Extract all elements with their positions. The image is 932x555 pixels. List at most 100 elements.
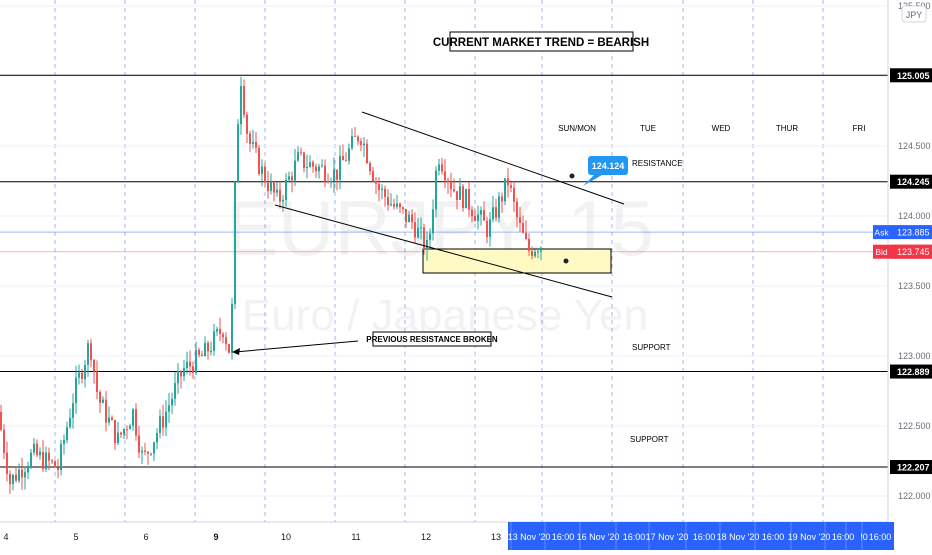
support-label: SUPPORT <box>632 343 671 352</box>
weekday-label: THUR <box>776 124 798 133</box>
level-price-tag: 122.889 <box>890 364 932 379</box>
candle <box>75 365 77 414</box>
candle <box>360 137 362 152</box>
candle-body <box>450 181 452 190</box>
x-time-label: 17 Nov '20 <box>646 532 689 542</box>
candle-body <box>435 170 437 210</box>
candle-body <box>180 371 182 377</box>
candle <box>282 195 284 212</box>
candle <box>222 332 224 344</box>
candle <box>477 205 479 230</box>
candle <box>186 351 188 375</box>
candle <box>324 159 326 188</box>
candle-body <box>306 166 308 169</box>
y-tick-label: 123.500 <box>898 281 931 291</box>
candle <box>369 161 371 176</box>
price-callout-box <box>588 156 628 175</box>
candle <box>141 446 143 465</box>
support-label: SUPPORT <box>630 435 669 444</box>
bid-tag-label-box <box>873 244 890 259</box>
candle <box>321 159 323 168</box>
candle-body <box>165 411 167 428</box>
candle <box>39 447 41 460</box>
candle-body <box>147 451 149 454</box>
candle-body <box>27 467 29 473</box>
level-price-tag-box <box>890 460 932 475</box>
candle <box>516 197 518 228</box>
candle-body <box>516 201 518 218</box>
candle-body <box>456 191 458 200</box>
candle <box>72 393 74 429</box>
ask-tag-box <box>890 225 932 240</box>
candle <box>6 441 8 482</box>
x-time-label: 16:00 <box>623 532 646 542</box>
candle <box>471 206 473 223</box>
candle-body <box>321 165 323 167</box>
candle-body <box>207 342 209 352</box>
candle-body <box>159 416 161 433</box>
candle-body <box>75 377 77 404</box>
y-axis-bg <box>888 0 932 550</box>
candle-body <box>144 450 146 452</box>
level-price-tag-text: 124.245 <box>897 177 930 187</box>
candle-body <box>117 432 119 444</box>
candle <box>441 157 443 175</box>
candle-body <box>33 443 35 453</box>
candle-body <box>285 179 287 200</box>
candle-body <box>459 186 461 200</box>
candle <box>444 159 446 189</box>
candle <box>468 181 470 218</box>
candle <box>213 323 215 356</box>
candle-body <box>216 329 218 332</box>
level-price-tag-box <box>890 364 932 379</box>
candle <box>294 148 296 187</box>
candle-body <box>63 440 65 444</box>
candle <box>174 371 176 406</box>
candle-body <box>501 196 503 202</box>
candle-body <box>66 427 68 441</box>
support-zone-box <box>422 248 612 274</box>
candle-body <box>12 474 14 484</box>
x-axis: 4 5 6 9 10 11 12 13 13 Nov '20 16:00 16 Nov '20 16:… <box>0 521 894 550</box>
candle <box>138 425 140 459</box>
candle <box>153 441 155 462</box>
candle-body <box>426 240 428 250</box>
candle-body <box>24 472 26 478</box>
candle-body <box>6 452 8 474</box>
candle-body <box>390 204 392 206</box>
candle-body <box>504 178 506 202</box>
candle <box>525 220 527 241</box>
candle <box>438 158 440 176</box>
price-callout-text: 124.124 <box>592 161 625 171</box>
candle-body <box>366 143 368 163</box>
candle-body <box>417 227 419 238</box>
candle <box>240 76 242 135</box>
bid-tag-box <box>890 244 932 259</box>
candle-body <box>270 182 272 191</box>
candle-body <box>534 251 536 257</box>
x-axis-range-highlight <box>508 522 894 550</box>
candle-body <box>372 171 374 182</box>
weekday-label: SUN/MON <box>558 124 596 133</box>
candle-body <box>231 303 233 353</box>
x-time-label: 13 Nov '20 <box>508 532 551 542</box>
candle <box>474 209 476 222</box>
candle <box>126 425 128 440</box>
candle-body <box>132 409 134 426</box>
candle <box>156 428 158 450</box>
grid <box>0 0 888 522</box>
x-tick-label: 13 <box>491 532 501 542</box>
candle-body <box>345 160 347 162</box>
candle-body <box>414 222 416 238</box>
candle-body <box>420 227 422 229</box>
candle-body <box>9 473 11 484</box>
candle-body <box>453 189 455 192</box>
candle <box>210 341 212 356</box>
candle-body <box>342 155 344 161</box>
level-price-tag-text: 125.005 <box>897 71 930 81</box>
candle <box>354 127 356 137</box>
channel-lower-line <box>274 204 613 298</box>
candle-body <box>291 176 293 181</box>
